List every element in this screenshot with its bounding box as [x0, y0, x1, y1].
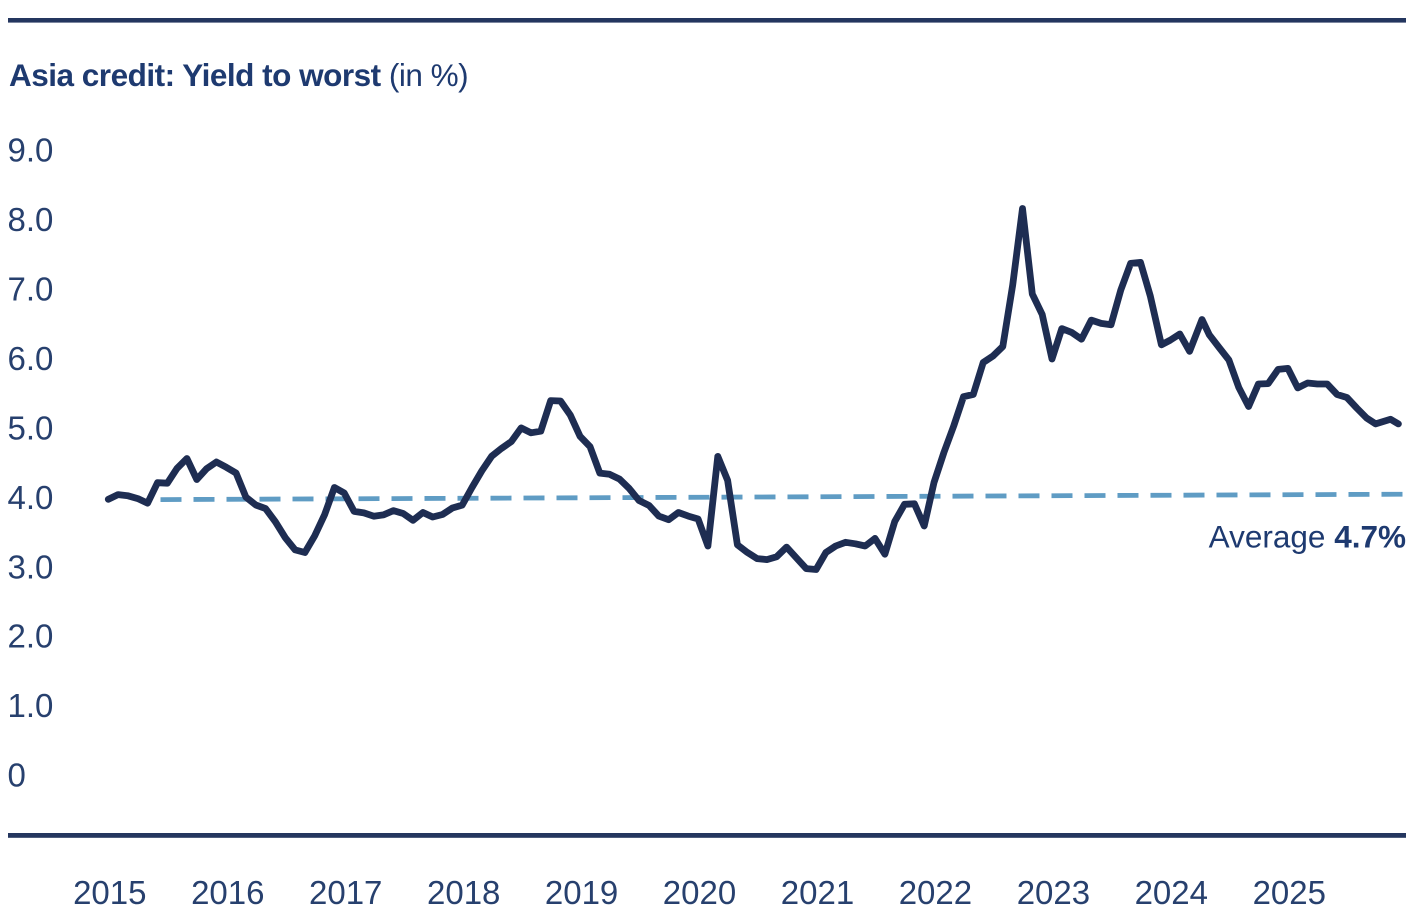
svg-text:Asia credit: Yield to worst (i: Asia credit: Yield to worst (in %) [9, 57, 468, 93]
svg-text:2015: 2015 [73, 874, 146, 911]
svg-text:2021: 2021 [781, 874, 854, 911]
svg-text:2025: 2025 [1253, 874, 1326, 911]
svg-text:2024: 2024 [1135, 874, 1208, 911]
svg-text:2022: 2022 [899, 874, 972, 911]
svg-text:5.0: 5.0 [8, 409, 54, 446]
svg-text:2016: 2016 [191, 874, 264, 911]
svg-text:2017: 2017 [309, 874, 382, 911]
svg-text:2020: 2020 [663, 874, 736, 911]
svg-text:0: 0 [8, 757, 26, 794]
svg-text:8.0: 8.0 [8, 201, 54, 238]
svg-text:4.0: 4.0 [8, 479, 54, 516]
svg-text:2023: 2023 [1017, 874, 1090, 911]
svg-text:1.0: 1.0 [8, 687, 54, 724]
svg-text:2.0: 2.0 [8, 618, 54, 655]
svg-text:7.0: 7.0 [8, 271, 54, 308]
svg-text:Average 4.7%: Average 4.7% [1209, 519, 1406, 555]
svg-text:2019: 2019 [545, 874, 618, 911]
svg-text:6.0: 6.0 [8, 340, 54, 377]
svg-text:2018: 2018 [427, 874, 500, 911]
svg-text:3.0: 3.0 [8, 548, 54, 585]
svg-text:9.0: 9.0 [8, 132, 54, 169]
